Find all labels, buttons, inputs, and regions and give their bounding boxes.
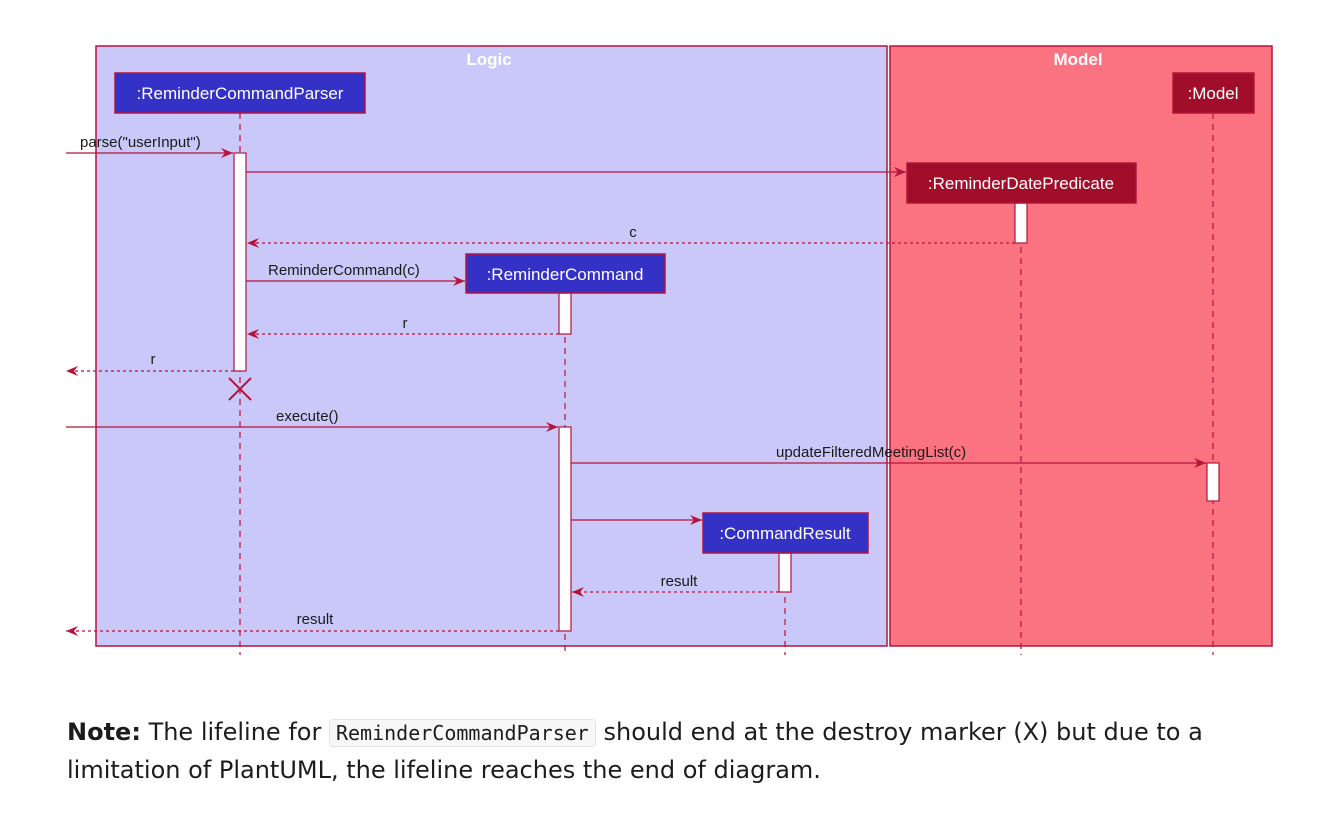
model-participant: :Model <box>1187 84 1238 103</box>
logic-box-title: Logic <box>466 50 511 69</box>
update-label: updateFilteredMeetingList(c) <box>776 444 966 461</box>
command-activation-1 <box>558 292 572 335</box>
result-activation <box>778 552 792 593</box>
return-r-command-label: r <box>403 315 408 332</box>
destroy-marker <box>228 377 252 401</box>
note-label: Note: <box>67 718 141 746</box>
command-participant: :ReminderCommand <box>487 265 644 284</box>
return-r-parser-label: r <box>151 351 156 368</box>
note-text-before: The lifeline for <box>148 718 322 746</box>
parser-activation <box>233 152 247 372</box>
command-activation-2 <box>558 426 572 632</box>
predicate-activation <box>1014 202 1028 244</box>
model-activation <box>1206 462 1220 502</box>
parser-participant: :ReminderCommandParser <box>137 84 344 103</box>
note-text-after: should end at the destroy marker (X) but… <box>67 718 1203 784</box>
return-c-label: c <box>629 224 637 241</box>
return-result-out-label: result <box>297 611 335 628</box>
predicate-participant-box <box>906 162 1137 204</box>
sequence-diagram: Logic Model :ReminderCommandParser :Mode… <box>66 45 1273 655</box>
logic-box <box>95 45 888 647</box>
model-box-title: Model <box>1053 50 1102 69</box>
note-code: ReminderCommandParser <box>328 719 596 747</box>
execute-label: execute() <box>276 408 339 425</box>
result-participant: :CommandResult <box>719 524 851 543</box>
return-result-cr-label: result <box>661 573 699 590</box>
create-command-label: ReminderCommand(c) <box>268 262 420 279</box>
predicate-participant: :ReminderDatePredicate <box>928 174 1114 193</box>
model-participant-box <box>1172 72 1255 114</box>
note-paragraph: Note: The lifeline for ReminderCommandPa… <box>67 714 1287 789</box>
command-participant-box <box>465 253 666 294</box>
model-box <box>889 45 1273 647</box>
result-participant-box <box>702 512 869 554</box>
parse-label: parse("userInput") <box>80 134 201 151</box>
parser-participant-box <box>114 72 366 114</box>
